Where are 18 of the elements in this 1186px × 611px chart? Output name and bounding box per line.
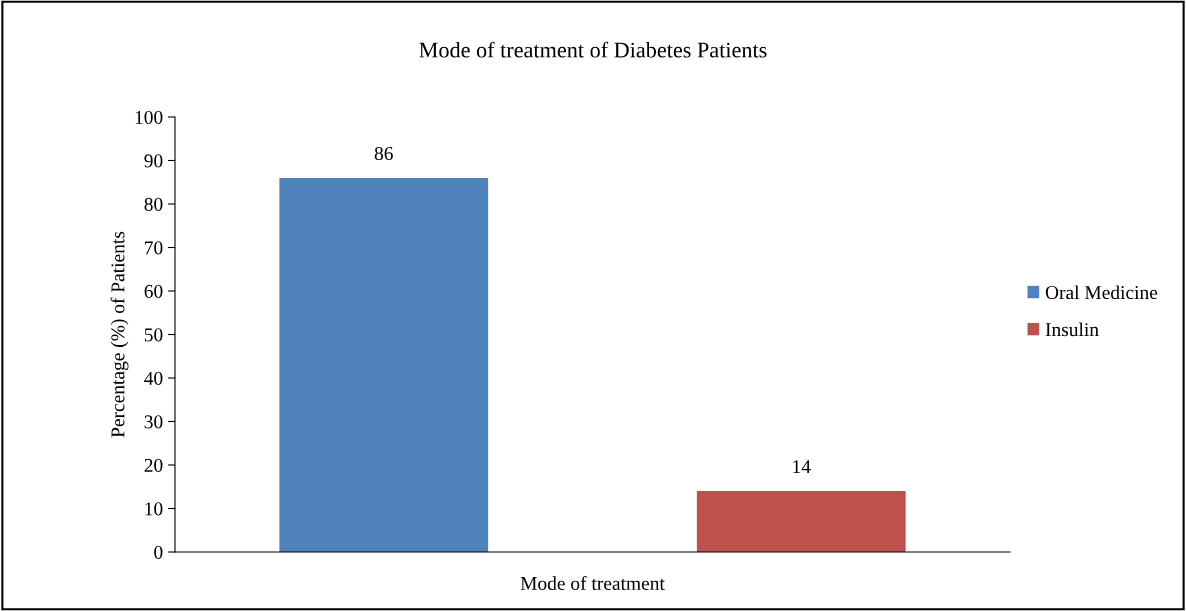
y-tick-label: 60 [144,284,163,298]
legend-label: Insulin [1045,322,1099,337]
legend-label: Oral Medicine [1045,285,1158,300]
y-tick-label: 20 [144,458,163,472]
y-tick-label: 0 [154,545,163,559]
data-label: 14 [793,460,811,474]
y-tick-label: 50 [144,328,163,342]
x-axis-title: Mode of treatment [520,576,665,590]
chart-title: Mode of treatment of Diabetes Patients [419,41,767,58]
y-tick-label: 40 [144,371,163,385]
y-tick-label: 10 [145,502,163,516]
y-tick-label: 90 [144,154,163,168]
data-label: 86 [374,146,393,161]
y-tick-label: 80 [144,197,163,211]
y-tick-label: 70 [145,241,163,255]
y-axis-title: Percentage (%) of Patients [110,231,129,438]
y-tick-label: 30 [144,415,163,429]
y-tick-label: 100 [135,110,163,124]
